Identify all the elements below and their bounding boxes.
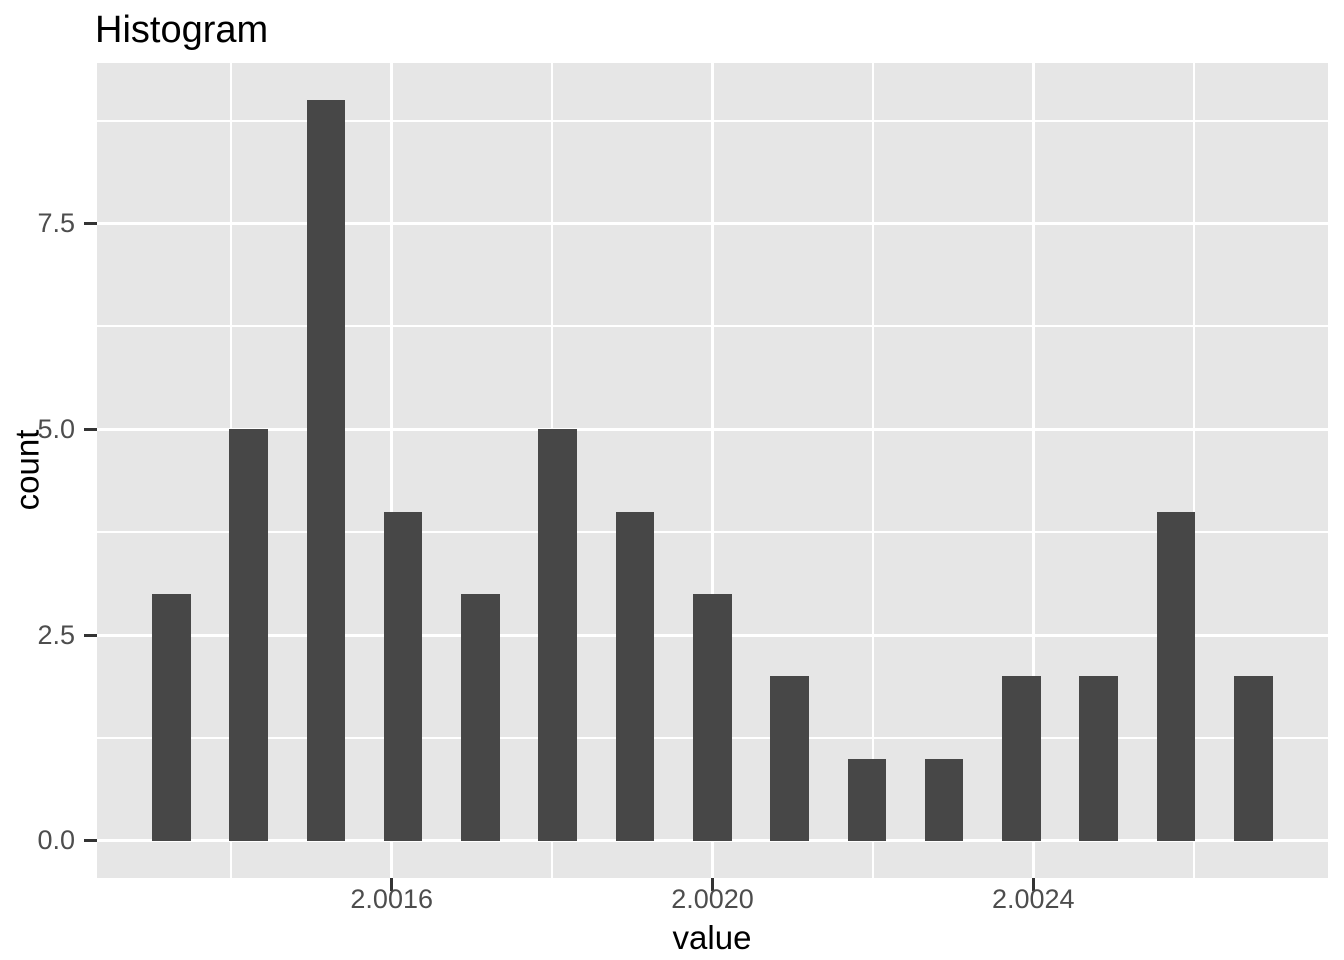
- x-tick-mark: [1031, 878, 1035, 891]
- histogram-bar: [1079, 676, 1119, 841]
- x-tick-label: 2.0020: [671, 884, 754, 914]
- y-tick-label: 2.5: [37, 619, 75, 650]
- histogram-bar: [538, 429, 578, 841]
- major-gridline-y: [97, 839, 1328, 843]
- histogram-bar: [693, 593, 732, 841]
- y-tick-mark: [84, 633, 97, 637]
- histogram-bar: [615, 511, 655, 841]
- histogram-bar: [1156, 511, 1196, 841]
- x-tick-label: 2.0016: [350, 884, 433, 914]
- histogram-bar: [383, 511, 423, 841]
- plot-panel: [97, 63, 1328, 878]
- histogram-bar: [461, 593, 500, 841]
- y-tick-label: 0.0: [37, 825, 75, 856]
- minor-gridline-x: [1192, 63, 1195, 878]
- y-tick-label: 5.0: [37, 413, 75, 444]
- y-tick-mark: [84, 427, 97, 431]
- major-gridline-x: [711, 63, 714, 878]
- plot-title: Histogram: [95, 9, 269, 51]
- histogram-bar: [924, 758, 964, 841]
- histogram-bar: [770, 676, 809, 841]
- histogram-bar: [1002, 676, 1041, 841]
- x-axis-title: value: [672, 919, 752, 956]
- histogram-bar: [847, 758, 887, 841]
- y-tick-mark: [84, 839, 97, 843]
- x-tick-label: 2.0024: [991, 884, 1075, 914]
- major-gridline-x: [390, 63, 394, 878]
- x-tick-mark: [390, 878, 394, 891]
- y-tick-mark: [84, 222, 97, 226]
- major-gridline-x: [1031, 63, 1035, 878]
- minor-gridline-x: [871, 63, 874, 878]
- major-gridline-y: [97, 427, 1328, 431]
- x-tick-mark: [711, 878, 714, 891]
- y-tick-label: 7.5: [37, 208, 75, 239]
- major-gridline-y: [97, 222, 1328, 226]
- histogram-bar: [229, 429, 268, 841]
- histogram-bar: [151, 593, 191, 841]
- histogram-bar: [306, 100, 346, 841]
- histogram-bar: [1234, 676, 1273, 841]
